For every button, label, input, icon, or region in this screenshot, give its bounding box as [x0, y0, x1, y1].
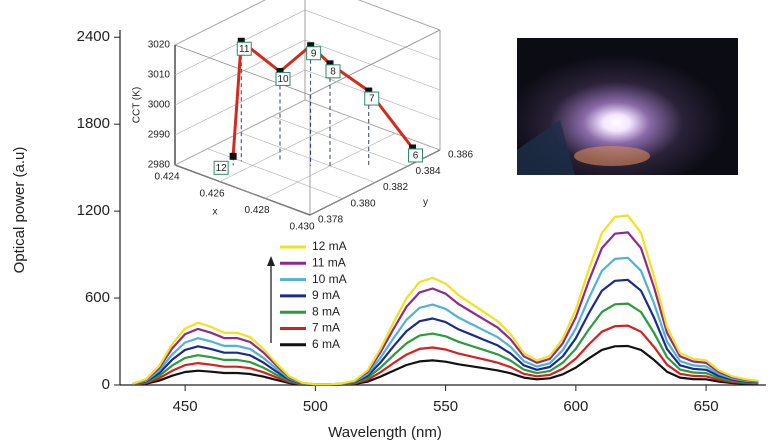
cct-point: [307, 42, 315, 50]
x-tick-label: 500: [303, 398, 328, 415]
photo-reflection: [574, 146, 650, 166]
cct-point: [365, 87, 373, 95]
inset-z-tick-label: 3000: [148, 100, 171, 111]
point-label-box: [306, 46, 322, 61]
inset-z-tick-label: 3020: [148, 40, 171, 51]
legend-label: 11 mA: [312, 255, 346, 269]
point-label: 9: [311, 48, 317, 59]
inset-y-grid: [239, 132, 376, 183]
inset-x-tick-label: 0.426: [199, 188, 224, 199]
legend-label: 8 mA: [312, 304, 340, 318]
point-label: 7: [369, 94, 375, 105]
legend-arrowhead: [267, 256, 275, 266]
point-label: 10: [277, 74, 289, 85]
y-tick-label: 2400: [77, 28, 110, 45]
inset-y-tick-label: 0.386: [448, 150, 473, 161]
point-label-box: [408, 148, 423, 163]
inset-z-label: CCT (K): [132, 87, 143, 123]
spectrum-line: [132, 231, 759, 386]
cct-line: [231, 38, 414, 157]
spectrum-line: [132, 256, 759, 386]
inset-z-tick-label: 2980: [148, 160, 171, 171]
inset-y-label: y: [423, 197, 428, 208]
inset-y-tick-label: 0.384: [416, 166, 441, 177]
x-axis-label: Wavelength (nm): [328, 424, 442, 441]
point-label: 12: [216, 163, 228, 174]
inset-z-grid: [174, 0, 441, 46]
legend-label: 9 mA: [312, 288, 340, 302]
point-label: 8: [330, 66, 336, 77]
legend-label: 10 mA: [312, 272, 347, 286]
x-tick-label: 600: [563, 398, 588, 415]
inset-x-tick-label: 0.428: [244, 205, 269, 216]
x-tick-label: 450: [173, 398, 198, 415]
inset-z-grid: [174, 39, 441, 106]
y-tick-label: 1800: [77, 115, 110, 132]
inset-frame: [309, 29, 441, 96]
inset-y-tick-label: 0.380: [351, 198, 376, 209]
inset-y-tick-label: 0.378: [318, 215, 343, 226]
inset-y-tick-label: 0.382: [383, 182, 408, 193]
inset-z-tick-label: 3010: [148, 70, 171, 81]
inset-z-grid: [174, 9, 441, 76]
spectrum-line: [132, 344, 759, 386]
cct-point: [229, 152, 237, 160]
y-tick-label: 0: [102, 376, 110, 393]
point-label-box: [236, 41, 252, 56]
inset-frame: [357, 0, 441, 31]
cct-point: [326, 60, 334, 68]
inset-x-label: x: [213, 207, 218, 218]
legend-label: 12 mA: [312, 239, 347, 253]
cct-point: [409, 144, 416, 152]
inset-frame: [174, 44, 311, 96]
spectrum-line: [132, 278, 759, 386]
photo-shadow: [517, 120, 575, 175]
spectrum-line: [132, 324, 759, 386]
photo: [517, 38, 738, 175]
x-tick-label: 650: [694, 398, 719, 415]
point-label: 11: [239, 44, 250, 55]
spectrum-line: [132, 214, 759, 386]
legend-label: 7 mA: [312, 321, 340, 335]
y-tick-label: 600: [85, 289, 110, 306]
cct-point: [276, 67, 284, 75]
y-axis-label: Optical power (a.u): [11, 147, 28, 274]
inset-y-grid: [272, 115, 408, 167]
y-tick-label: 1200: [77, 202, 110, 219]
inset-x-tick-label: 0.430: [289, 222, 314, 233]
point-label-box: [325, 64, 341, 79]
legend-label: 6 mA: [312, 337, 340, 351]
inset-y-grid: [174, 164, 311, 216]
inset-x-tick-label: 0.424: [154, 172, 179, 183]
inset-z-tick-label: 2990: [148, 130, 171, 141]
inset-y-grid: [304, 99, 441, 151]
inset-z-grid: [174, 69, 441, 136]
x-tick-label: 550: [433, 398, 458, 415]
cct-point: [237, 37, 245, 45]
point-label-box: [364, 91, 380, 106]
point-label: 6: [413, 151, 419, 162]
point-label-box: [275, 71, 291, 86]
spectrum-line: [132, 302, 759, 386]
point-label-box: [213, 160, 229, 175]
